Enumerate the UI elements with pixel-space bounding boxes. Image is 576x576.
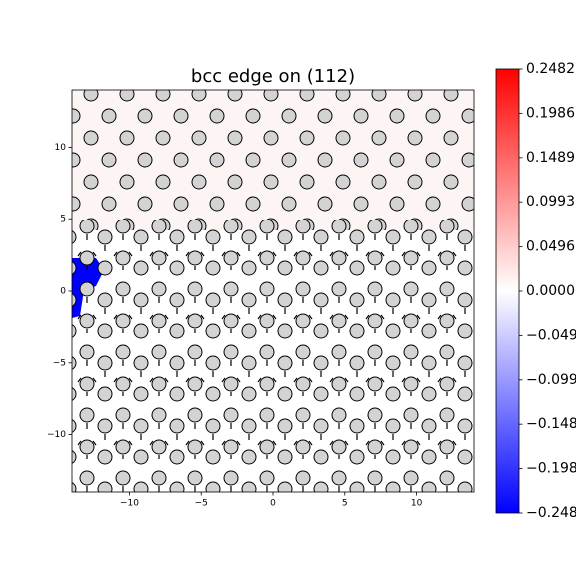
colorbar-tick-label: −0.1986 xyxy=(526,461,576,477)
x-tick-label: 5 xyxy=(342,499,348,509)
colorbar-tick-label: −0.2482 xyxy=(526,505,576,521)
colorbar-tick-label: 0.0993 xyxy=(526,194,575,210)
colorbar-tick-label: −0.0993 xyxy=(526,372,576,388)
y-tick-label: 0 xyxy=(60,287,66,297)
y-tick-label: −5 xyxy=(53,358,66,368)
atoms-upper xyxy=(72,90,474,230)
x-tick-label: 10 xyxy=(411,499,423,509)
colorbar xyxy=(495,68,520,514)
x-tick-label: −5 xyxy=(195,499,208,509)
colorbar-tick-label: −0.1489 xyxy=(526,416,576,432)
x-tick-label: 0 xyxy=(270,499,276,509)
atom-field xyxy=(72,90,474,492)
chart-title: bcc edge on (112) xyxy=(191,66,355,87)
colorbar-tick-label: 0.1489 xyxy=(526,150,575,166)
colorbar-tick-label: 0.1986 xyxy=(526,105,575,121)
colorbar-tick-label: 0.0000 xyxy=(526,283,575,299)
y-tick-label: 10 xyxy=(55,143,67,153)
y-tick-label: 5 xyxy=(60,215,66,225)
x-tick-label: −10 xyxy=(120,499,139,509)
atoms-lower xyxy=(72,220,474,492)
colorbar-tick-label: 0.0496 xyxy=(526,239,575,255)
colorbar-tick-label: 0.2482 xyxy=(526,61,575,77)
y-tick-label: −10 xyxy=(47,430,66,440)
colorbar-tick-label: −0.0496 xyxy=(526,327,576,343)
